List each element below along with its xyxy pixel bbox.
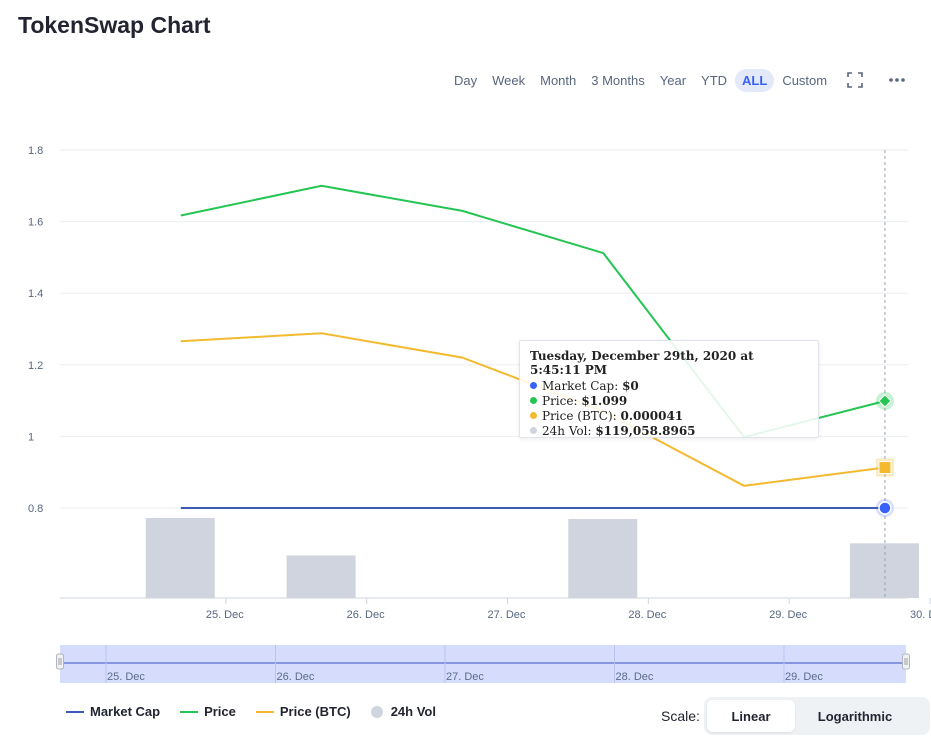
x-tick-label: 25. Dec [206,609,244,621]
market-cap-marker[interactable] [878,501,892,515]
volume-bar[interactable] [568,519,638,598]
range-month-button[interactable]: Month [540,72,577,88]
y-tick-label: 1.2 [28,360,43,372]
navigator-right-handle[interactable] [902,653,910,670]
range-week-button[interactable]: Week [492,72,526,88]
tooltip-price-dot [530,397,537,404]
tooltip-row-price: Price: $1.099 [530,394,808,409]
tooltip-market-cap-dot [530,382,537,389]
tooltip-value: 0.000041 [620,409,684,423]
range-ytd-button[interactable]: YTD [701,72,728,88]
x-tick-label: 30. Dec [910,609,931,621]
tooltip-label: Price: [542,394,578,408]
legend-label: 24h Vol [390,704,436,719]
legend-line-swatch [66,710,84,713]
y-tick-label: 1.8 [28,145,43,157]
tooltip-label: 24h Vol: [542,424,592,438]
x-tick-label: 26. Dec [347,609,385,621]
scale-linear-button[interactable]: Linear [707,700,795,732]
page-title: TokenSwap Chart [18,12,211,38]
navigator-label: 28. Dec [616,671,654,683]
navigator-window[interactable] [60,645,906,683]
legend-label: Price (BTC) [279,704,351,719]
tooltip-volume-dot [530,427,537,434]
range-custom-button[interactable]: Custom [782,72,828,88]
y-tick-label: 1 [28,431,34,443]
legend-line-swatch [255,710,274,713]
volume-bar[interactable] [145,518,215,598]
time-range-selector: Day Week Month 3 Months Year YTD ALL Cus… [447,68,835,92]
range-3months-button[interactable]: 3 Months [591,72,645,88]
legend-label: Price [204,704,236,719]
range-year-button[interactable]: Year [659,72,687,88]
chart-tooltip: Tuesday, December 29th, 2020 at 5:45:11 … [519,340,819,438]
range-all-button[interactable]: ALL [735,68,775,92]
tooltip-price-btc-dot [530,412,537,419]
price-btc-marker[interactable] [878,461,892,475]
scale-label: Scale: [661,708,700,724]
navigator-left-handle[interactable] [56,653,64,670]
range-day-button[interactable]: Day [454,72,478,88]
tooltip-value: $1.099 [581,394,628,408]
legend-item-market-cap[interactable]: Market Cap [66,704,160,719]
x-tick-label: 29. Dec [769,609,807,621]
legend-circle-swatch [370,705,383,718]
legend-item-volume[interactable]: 24h Vol [370,704,436,719]
tooltip-label: Price (BTC): [542,409,617,423]
x-tick-label: 27. Dec [488,609,526,621]
x-tick-label: 28. Dec [628,609,666,621]
scale-logarithmic-button[interactable]: Logarithmic [817,708,893,724]
navigator-label: 26. Dec [277,671,315,683]
legend-line-swatch [180,710,199,713]
tooltip-title: Tuesday, December 29th, 2020 at 5:45:11 … [530,349,754,377]
y-tick-label: 1.6 [28,217,43,229]
tooltip-value: $0 [622,379,639,393]
tooltip-row-price-btc: Price (BTC): 0.000041 [530,409,808,424]
legend-item-price-btc[interactable]: Price (BTC) [255,704,351,719]
chart-legend: Market Cap Price Price (BTC) 24h Vol [66,704,456,719]
fullscreen-icon[interactable] [845,70,865,90]
volume-bar[interactable] [286,555,356,598]
tooltip-label: Market Cap: [542,379,619,393]
legend-item-price[interactable]: Price [180,704,236,719]
navigator-label: 27. Dec [446,671,484,683]
tooltip-row-volume: 24h Vol: $119,058.8965 [530,424,808,439]
tooltip-value: $119,058.8965 [595,424,696,438]
scale-toggle: Linear Logarithmic [704,697,930,735]
legend-label: Market Cap [90,704,161,719]
navigator-label: 29. Dec [785,671,823,683]
price-marker[interactable] [878,394,892,408]
more-options-icon[interactable] [887,70,907,90]
navigator-label: 25. Dec [107,671,145,683]
y-tick-label: 1.4 [28,288,43,300]
tooltip-row-market-cap: Market Cap: $0 [530,379,808,394]
y-tick-label: 0.8 [28,503,43,515]
